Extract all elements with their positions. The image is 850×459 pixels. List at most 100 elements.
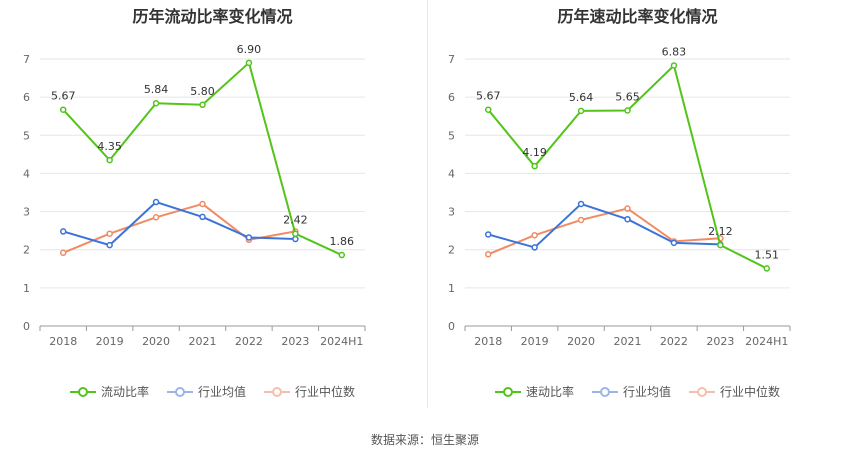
data-point: [670, 239, 678, 247]
x-tick-label: 2023: [281, 335, 309, 348]
x-tick-label: 2024H1: [745, 335, 788, 348]
data-label: 1.51: [755, 248, 780, 261]
data-label: 4.35: [97, 140, 122, 153]
data-label: 5.67: [476, 90, 501, 103]
legend-label: 行业中位数: [720, 385, 781, 399]
legend-item-avg[interactable]: 行业均值: [166, 383, 246, 400]
data-point: [338, 251, 346, 259]
chart-title: 历年速动比率变化情况: [557, 7, 718, 26]
x-tick-label: 2020: [142, 335, 170, 348]
data-point: [624, 215, 631, 223]
data-label: 5.67: [51, 90, 76, 103]
x-tick-label: 2021: [189, 335, 217, 348]
legend-label: 速动比率: [525, 385, 574, 399]
legend-line-icon: [494, 386, 521, 397]
data-label: 5.84: [144, 83, 169, 96]
data-point: [484, 106, 492, 113]
data-label: 5.80: [190, 85, 215, 98]
series-line: [62, 201, 296, 247]
data-point: [245, 234, 253, 241]
data-point: [245, 59, 253, 67]
x-tick-label: 2020: [567, 335, 595, 348]
data-point: [199, 200, 206, 208]
data-point: [199, 213, 206, 221]
legend-line-icon: [166, 386, 193, 397]
chart-legend: 流动比率 行业均值 行业中位数: [0, 383, 425, 400]
data-point: [484, 251, 492, 258]
panel-divider: [427, 0, 428, 408]
legend-label: 行业均值: [197, 385, 246, 399]
y-tick-label: 7: [23, 53, 30, 66]
x-tick-label: 2022: [660, 335, 688, 348]
legend-item-median[interactable]: 行业中位数: [264, 383, 355, 400]
legend-label: 行业中位数: [295, 385, 356, 399]
x-tick-label: 2022: [235, 335, 263, 348]
x-tick-label: 2019: [521, 335, 549, 348]
legend-item-main[interactable]: 速动比率: [494, 383, 574, 400]
data-point: [292, 235, 299, 243]
data-point: [152, 198, 160, 206]
data-point: [199, 101, 206, 109]
x-tick-label: 2018: [49, 335, 77, 348]
data-point: [152, 99, 160, 107]
y-tick-label: 3: [23, 206, 30, 219]
right-chart-panel: 历年速动比率变化情况 0 1 2 3 4 5 6 7 2018 2019 2020 2021 2022 2…: [425, 0, 850, 420]
y-tick-label: 4: [448, 167, 455, 180]
data-point: [531, 244, 538, 251]
data-point: [624, 205, 631, 212]
data-point: [717, 241, 724, 249]
x-tick-label: 2024H1: [320, 335, 363, 348]
data-point: [624, 107, 631, 114]
legend-item-median[interactable]: 行业中位数: [689, 383, 780, 400]
legend-item-avg[interactable]: 行业均值: [591, 383, 671, 400]
y-tick-label: 2: [448, 244, 455, 257]
data-label: 2.12: [708, 225, 733, 238]
data-point: [106, 241, 113, 249]
data-point: [106, 156, 113, 164]
legend-line-icon: [689, 386, 715, 397]
x-tick-label: 2019: [96, 335, 124, 348]
data-point: [106, 230, 113, 237]
y-tick-label: 0: [448, 320, 455, 333]
y-tick-label: 1: [448, 282, 455, 295]
line-chart-plot: 0 1 2 3 4 5 6 7 2018 2019 2020 2021 2022 2023 2024H1 5.…: [448, 45, 791, 348]
y-tick-label: 6: [448, 91, 455, 104]
data-point: [531, 162, 538, 170]
data-point: [484, 231, 492, 238]
data-point: [577, 107, 585, 115]
legend-line-icon: [69, 386, 96, 397]
legend-label: 行业均值: [622, 385, 671, 399]
legend-label: 流动比率: [100, 385, 149, 399]
y-tick-label: 0: [23, 320, 30, 333]
line-chart-plot: 0 1 2 3 4 5 6 7 2018 2019 2020 2021 2022 2023 2024H1 5.…: [23, 43, 366, 348]
data-point: [763, 265, 771, 272]
data-point: [59, 106, 67, 113]
data-label: 2.42: [283, 214, 308, 227]
left-chart-panel: 历年流动比率变化情况 0 1 2 3 4 5 6 7 2018 2019 2020 2021 2022 2…: [0, 0, 425, 420]
series-line: [487, 202, 721, 249]
legend-line-icon: [264, 386, 290, 397]
data-label: 6.83: [662, 45, 687, 58]
legend-item-main[interactable]: 流动比率: [69, 383, 149, 400]
x-tick-label: 2018: [474, 335, 502, 348]
y-tick-label: 4: [23, 167, 30, 180]
data-label: 5.65: [615, 90, 640, 103]
data-label: 4.19: [522, 146, 547, 159]
y-tick-label: 3: [448, 206, 455, 219]
data-point: [59, 249, 67, 257]
y-tick-label: 6: [23, 91, 30, 104]
series-line: [487, 207, 721, 256]
data-source-note: 数据来源：恒生聚源: [370, 433, 479, 447]
y-tick-label: 1: [23, 282, 30, 295]
data-label: 1.86: [330, 235, 355, 248]
data-point: [670, 62, 678, 69]
y-tick-label: 7: [448, 53, 455, 66]
x-tick-label: 2021: [614, 335, 642, 348]
x-tick-label: 2023: [706, 335, 734, 348]
chart-legend: 速动比率 行业均值 行业中位数: [425, 383, 850, 400]
y-tick-label: 5: [23, 129, 30, 142]
chart-title: 历年流动比率变化情况: [132, 7, 293, 26]
legend-line-icon: [591, 386, 618, 397]
data-label: 6.90: [237, 43, 262, 56]
data-point: [577, 216, 585, 224]
